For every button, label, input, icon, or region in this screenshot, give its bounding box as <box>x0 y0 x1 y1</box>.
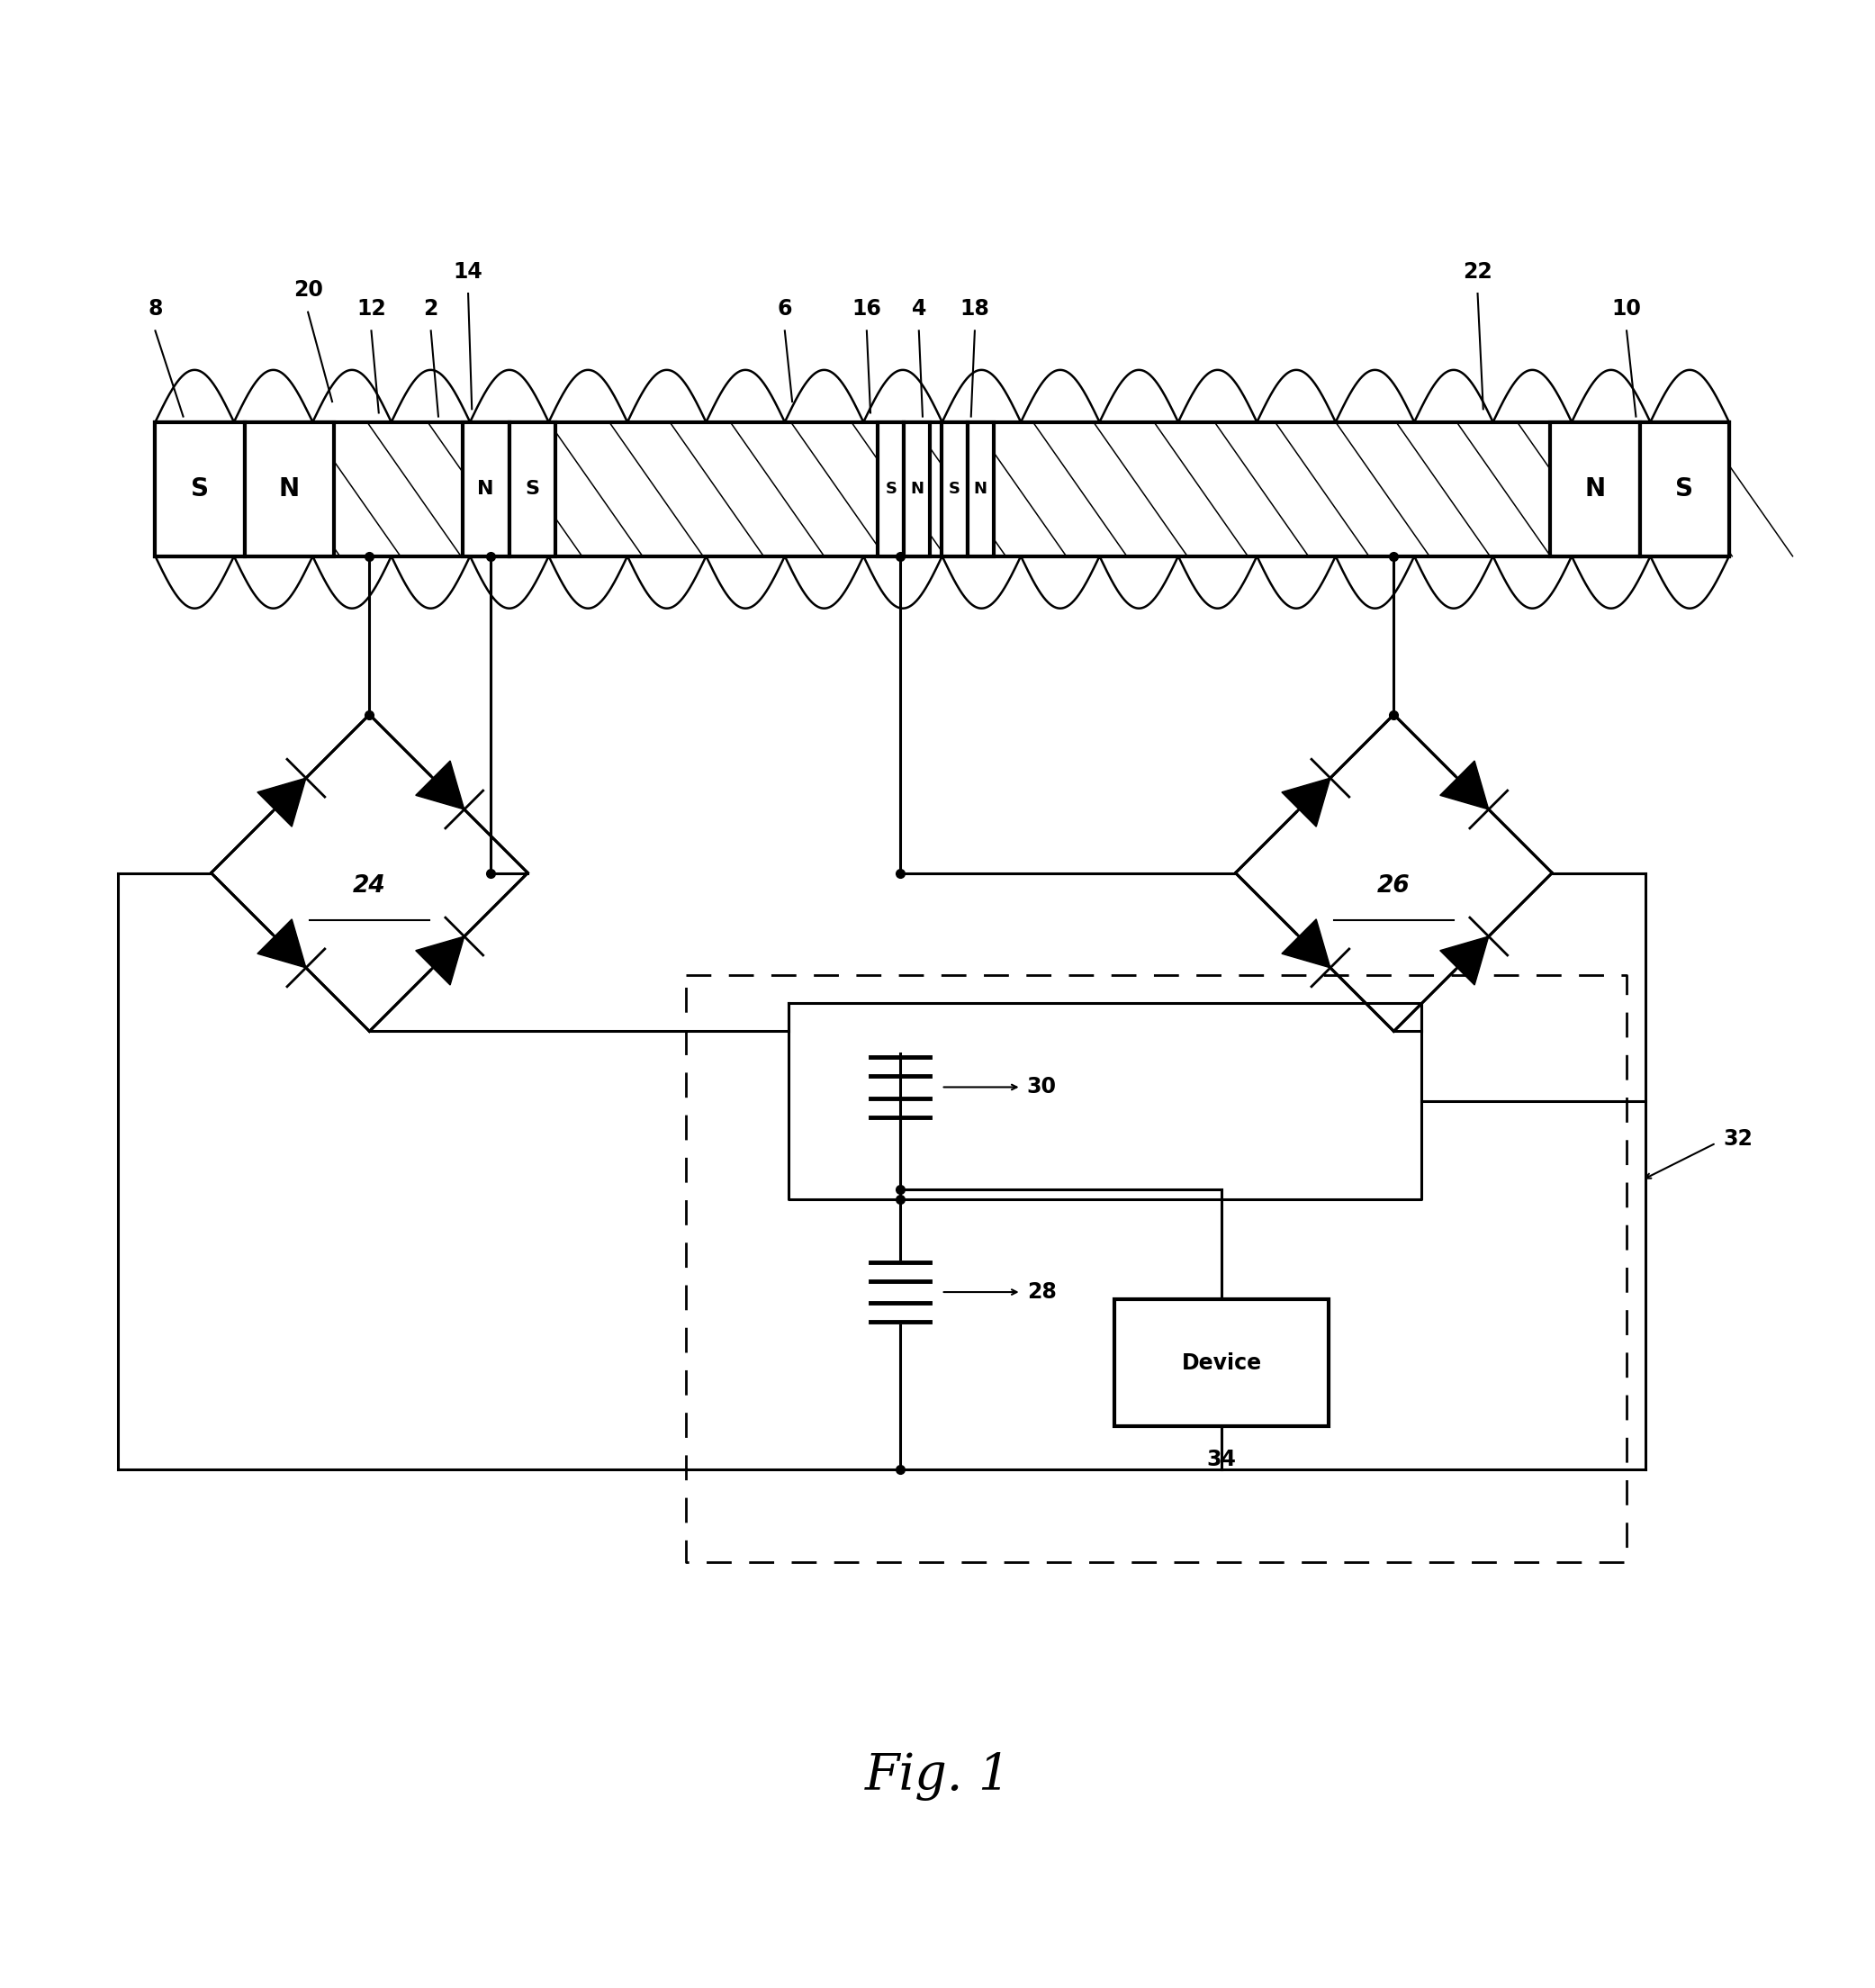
Text: Device: Device <box>1181 1352 1262 1374</box>
Text: 6: 6 <box>778 298 793 320</box>
Bar <box>1551 421 1639 557</box>
Bar <box>1639 421 1729 557</box>
Text: Fig. 1: Fig. 1 <box>864 1751 1011 1801</box>
Text: S: S <box>949 481 960 497</box>
Text: 32: 32 <box>1723 1129 1753 1151</box>
Text: 16: 16 <box>851 298 881 320</box>
Text: 14: 14 <box>454 260 484 282</box>
Polygon shape <box>257 918 306 968</box>
Polygon shape <box>1440 761 1489 809</box>
Bar <box>244 421 334 557</box>
Bar <box>968 421 994 557</box>
Polygon shape <box>1283 918 1331 968</box>
Text: 26: 26 <box>1378 875 1410 897</box>
Text: S: S <box>191 477 208 501</box>
Text: N: N <box>973 481 986 497</box>
Text: 10: 10 <box>1612 298 1641 320</box>
Text: N: N <box>909 481 924 497</box>
Text: 12: 12 <box>356 298 386 320</box>
Text: 4: 4 <box>911 298 926 320</box>
Text: N: N <box>1584 477 1605 501</box>
Polygon shape <box>257 777 306 827</box>
Text: 2: 2 <box>424 298 439 320</box>
Text: N: N <box>279 477 300 501</box>
Polygon shape <box>1440 936 1489 984</box>
Text: S: S <box>525 481 540 499</box>
Text: S: S <box>885 481 896 497</box>
Bar <box>941 421 968 557</box>
Bar <box>1114 1300 1329 1425</box>
Bar <box>156 421 244 557</box>
Polygon shape <box>416 936 465 984</box>
Text: 30: 30 <box>1028 1076 1058 1097</box>
Polygon shape <box>1283 777 1331 827</box>
Bar <box>510 421 555 557</box>
Bar <box>156 421 1729 557</box>
Text: S: S <box>1676 477 1693 501</box>
Text: 18: 18 <box>960 298 990 320</box>
Text: 34: 34 <box>1208 1449 1236 1471</box>
Text: N: N <box>478 481 495 499</box>
Text: 20: 20 <box>292 280 322 300</box>
Bar <box>463 421 510 557</box>
Bar <box>878 421 904 557</box>
Text: 22: 22 <box>1462 260 1492 282</box>
Text: 8: 8 <box>148 298 163 320</box>
Bar <box>904 421 930 557</box>
Text: 24: 24 <box>352 875 386 897</box>
Polygon shape <box>416 761 465 809</box>
Text: 28: 28 <box>1028 1282 1056 1302</box>
